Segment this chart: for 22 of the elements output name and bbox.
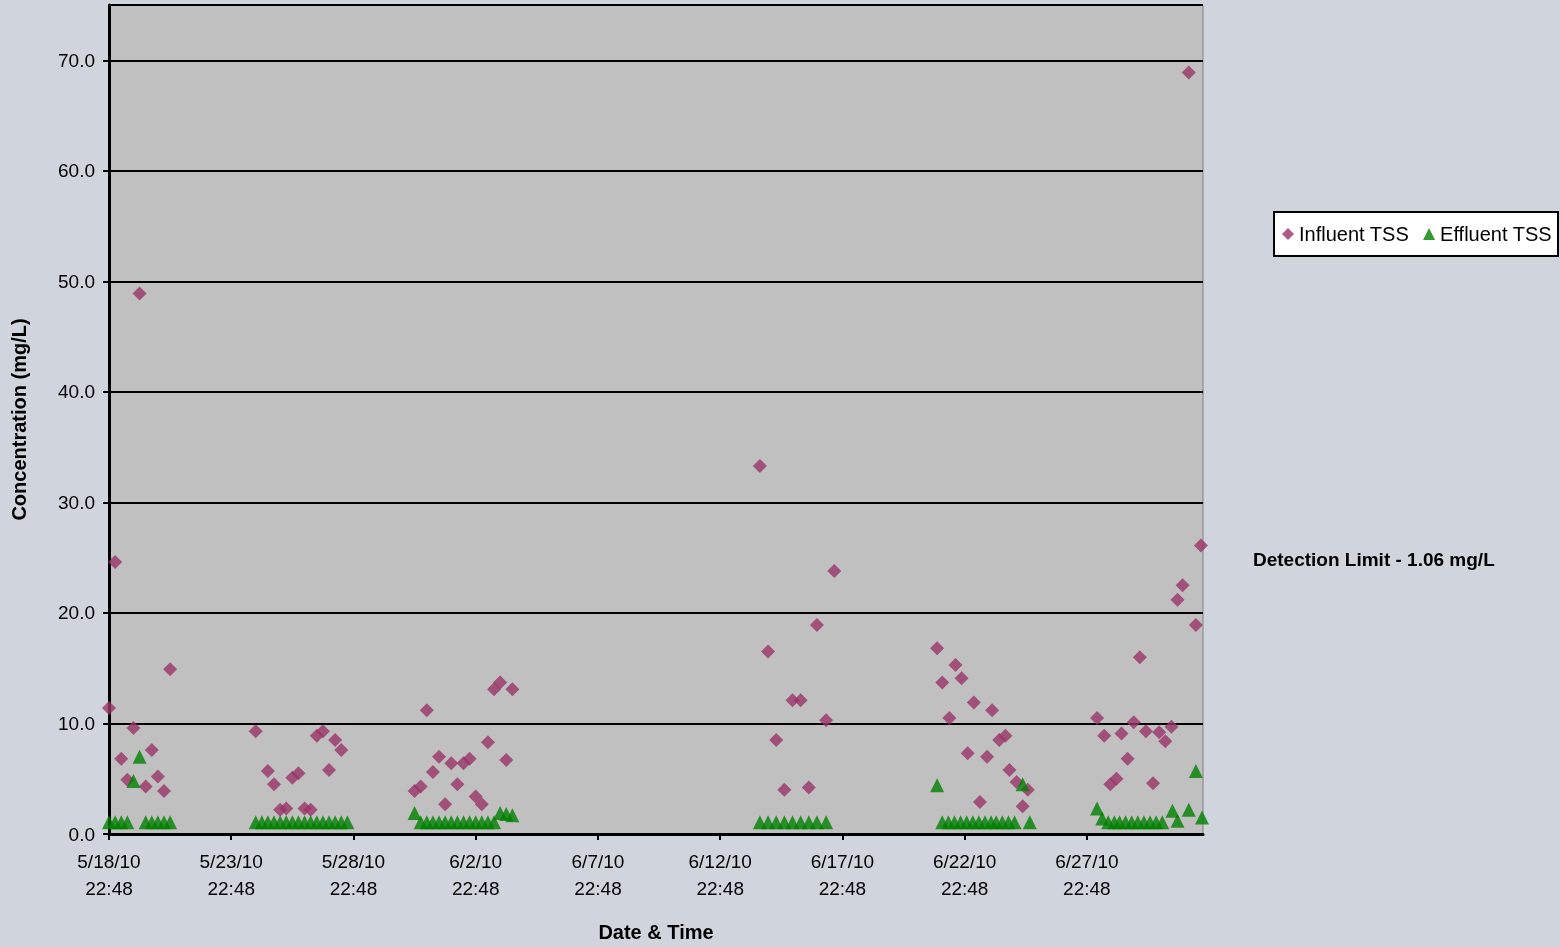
legend-label: Influent TSS — [1299, 223, 1409, 245]
y-tick-label: 0.0 — [68, 823, 95, 845]
y-tick-label: 40.0 — [58, 381, 95, 403]
x-tick-label: 5/28/10 22:48 — [321, 851, 386, 899]
y-tick-label: 30.0 — [58, 491, 95, 513]
text: Detection Limit - 1.06 mg/L — [1253, 549, 1496, 570]
legend-label: Effluent TSS — [1440, 223, 1552, 245]
x-tick-label: 6/17/10 22:48 — [810, 851, 875, 899]
y-tick-label: 50.0 — [58, 270, 95, 292]
x-tick-label: 6/22/10 22:48 — [932, 851, 997, 899]
x-tick-label: 6/27/10 22:48 — [1055, 851, 1119, 899]
x-tick-label: 5/18/10 22:48 — [77, 851, 141, 899]
x-tick-label: 6/2/10 22:48 — [449, 851, 503, 899]
y-tick-label: 60.0 — [58, 160, 95, 182]
y-axis-title: Concentration (mg/L) — [8, 318, 30, 521]
x-tick-label: 6/7/10 22:48 — [571, 851, 625, 899]
x-tick-label: 5/23/10 22:48 — [199, 851, 263, 899]
y-tick-label: 70.0 — [58, 49, 95, 71]
x-axis-title: Date & Time — [598, 921, 714, 943]
x-tick-label: 6/12/10 22:48 — [688, 851, 752, 899]
y-tick-label: 10.0 — [58, 712, 95, 734]
y-tick-label: 20.0 — [58, 602, 95, 624]
